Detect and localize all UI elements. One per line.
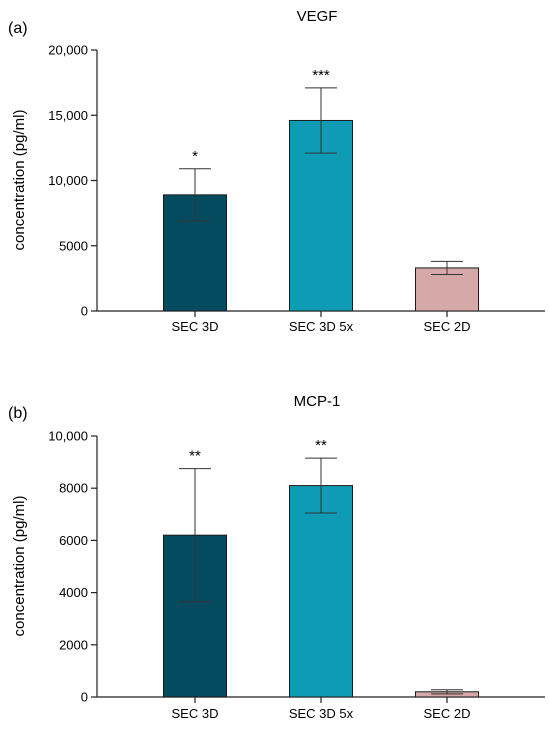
panel-b-category-label: SEC 2D	[424, 706, 471, 721]
panel-a-significance-marker: *	[192, 148, 198, 165]
panel-b-significance-marker: **	[189, 448, 201, 465]
panel-a-label: (a)	[8, 20, 28, 37]
panel-b-chart: (b) MCP-1 concentration (pg/ml) 0 2000 400…	[8, 393, 545, 721]
panel-a-title: VEGF	[297, 8, 338, 25]
panel-b-y-tick-label: 0	[81, 690, 88, 705]
panel-a-y-tick-label: 0	[81, 304, 88, 319]
panel-a-y-tick-label: 20,000	[48, 43, 88, 58]
panel-b-y-tick-label: 4000	[59, 585, 88, 600]
panel-b-significance-marker: **	[315, 437, 327, 454]
panel-a-y-axis-label: concentration (pg/ml)	[11, 110, 28, 251]
panel-b-y-tick-label: 8000	[59, 481, 88, 496]
panel-a-y-tick-label: 5000	[59, 238, 88, 253]
panel-b-category-label: SEC 3D 5x	[289, 706, 354, 721]
panel-a-y-tick-label: 15,000	[48, 108, 88, 123]
panel-a-significance-marker: ***	[312, 67, 330, 84]
panel-b-y-tick-label: 10,000	[48, 429, 88, 444]
panel-b-category-label: SEC 3D	[172, 706, 219, 721]
panel-a-chart: (a) VEGF concentration (pg/ml) 0 5000 10,0…	[8, 8, 545, 334]
panel-b-y-axis-label: concentration (pg/ml)	[11, 496, 28, 637]
panel-b-y-tick-label: 2000	[59, 637, 88, 652]
panel-b-bar	[289, 485, 353, 698]
panel-a-category-label: SEC 3D 5x	[289, 319, 354, 334]
panel-a-y-tick-label: 10,000	[48, 173, 88, 188]
panel-a-category-label: SEC 2D	[424, 319, 471, 334]
panel-a-category-label: SEC 3D	[172, 319, 219, 334]
panel-b-title: MCP-1	[294, 393, 341, 410]
panel-b-y-tick-label: 6000	[59, 533, 88, 548]
panel-b-label: (b)	[8, 405, 28, 422]
panel-a-bar	[415, 267, 479, 312]
